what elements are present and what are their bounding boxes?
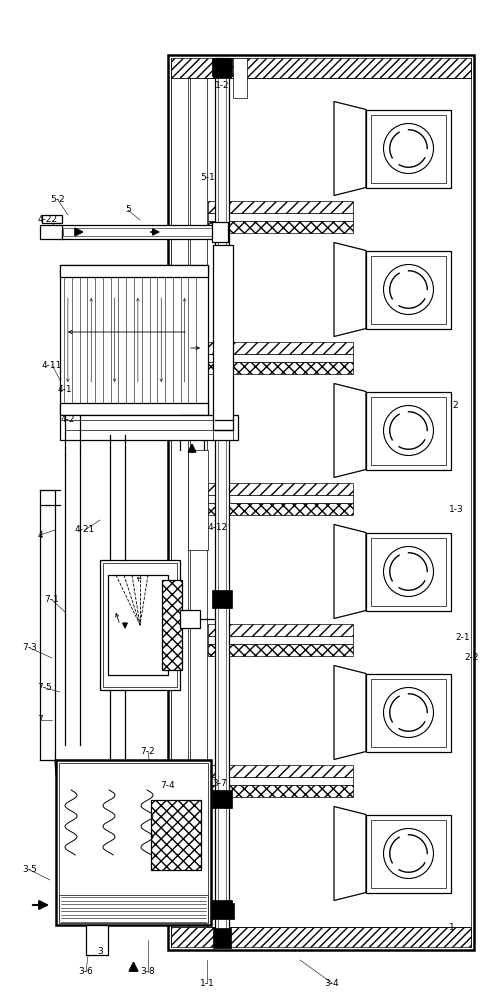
Bar bbox=[218, 61, 226, 944]
Text: 4-12: 4-12 bbox=[208, 524, 228, 532]
Bar bbox=[208, 503, 353, 515]
Bar bbox=[213, 245, 233, 430]
Bar bbox=[60, 403, 208, 415]
Bar bbox=[213, 58, 231, 78]
Bar bbox=[212, 58, 232, 76]
Bar bbox=[212, 900, 232, 918]
Bar bbox=[366, 532, 451, 610]
Text: 7: 7 bbox=[37, 716, 43, 724]
Bar bbox=[366, 391, 451, 470]
Text: 4-1: 4-1 bbox=[58, 385, 72, 394]
Text: 4-22: 4-22 bbox=[38, 216, 58, 225]
Text: 1-1: 1-1 bbox=[200, 978, 214, 988]
Bar bbox=[171, 58, 471, 78]
Bar bbox=[208, 201, 353, 213]
Bar bbox=[180, 610, 200, 628]
Text: 4: 4 bbox=[37, 530, 43, 540]
Bar bbox=[371, 820, 446, 888]
Bar bbox=[60, 225, 220, 239]
Bar bbox=[371, 538, 446, 605]
Text: 4-21: 4-21 bbox=[75, 526, 95, 534]
Bar bbox=[215, 58, 229, 947]
Bar bbox=[212, 903, 234, 919]
Text: 1: 1 bbox=[449, 924, 455, 932]
Bar bbox=[208, 213, 353, 221]
Bar bbox=[60, 265, 208, 415]
Bar bbox=[366, 109, 451, 188]
Bar bbox=[63, 228, 217, 236]
Bar bbox=[40, 225, 62, 239]
Text: 2: 2 bbox=[452, 400, 458, 410]
Bar bbox=[371, 255, 446, 324]
Bar bbox=[86, 925, 108, 955]
Bar bbox=[233, 58, 247, 98]
Text: 4-11: 4-11 bbox=[42, 360, 62, 369]
Bar bbox=[171, 78, 188, 927]
Text: 4-2: 4-2 bbox=[61, 416, 75, 424]
Text: 5-2: 5-2 bbox=[51, 196, 65, 205]
Text: 1-3: 1-3 bbox=[448, 506, 464, 514]
Bar bbox=[60, 265, 208, 277]
Bar bbox=[371, 396, 446, 464]
Bar bbox=[151, 800, 201, 870]
Text: 3-6: 3-6 bbox=[79, 968, 93, 976]
Text: 3-4: 3-4 bbox=[325, 978, 339, 988]
Bar bbox=[59, 895, 208, 923]
Text: 2-1: 2-1 bbox=[456, 634, 470, 643]
Text: 1-2: 1-2 bbox=[215, 81, 229, 90]
Bar bbox=[366, 250, 451, 328]
Bar bbox=[213, 928, 231, 948]
Bar bbox=[100, 560, 180, 690]
Text: 7-2: 7-2 bbox=[141, 748, 155, 756]
Bar bbox=[371, 114, 446, 182]
Bar bbox=[212, 590, 232, 608]
Bar bbox=[208, 495, 353, 503]
Text: 3-5: 3-5 bbox=[22, 865, 38, 874]
Bar bbox=[366, 814, 451, 892]
Bar bbox=[56, 760, 211, 925]
Text: 5: 5 bbox=[125, 206, 131, 215]
Bar bbox=[212, 790, 232, 808]
Text: 3-8: 3-8 bbox=[141, 968, 155, 976]
Text: 3: 3 bbox=[97, 948, 103, 956]
Bar bbox=[208, 765, 353, 777]
Bar bbox=[59, 763, 208, 922]
Bar bbox=[208, 221, 353, 233]
Text: 3-7: 3-7 bbox=[213, 778, 227, 788]
Bar bbox=[208, 644, 353, 656]
Bar bbox=[108, 575, 168, 675]
Bar bbox=[208, 354, 353, 362]
Text: 5-1: 5-1 bbox=[201, 174, 215, 182]
Bar bbox=[42, 215, 62, 223]
Bar bbox=[208, 777, 353, 785]
Bar bbox=[171, 927, 471, 947]
Bar bbox=[212, 222, 228, 242]
Bar bbox=[208, 624, 353, 636]
Bar bbox=[168, 55, 474, 950]
Bar bbox=[371, 678, 446, 746]
Bar bbox=[208, 342, 353, 354]
Bar bbox=[208, 483, 353, 495]
Bar bbox=[190, 78, 207, 927]
Text: 7-3: 7-3 bbox=[22, 644, 38, 652]
Bar bbox=[103, 563, 177, 687]
Text: 7-5: 7-5 bbox=[38, 684, 52, 692]
Bar bbox=[208, 785, 353, 797]
Bar bbox=[60, 415, 238, 440]
Bar bbox=[180, 415, 204, 435]
Bar bbox=[366, 674, 451, 752]
Text: 2-2: 2-2 bbox=[465, 654, 479, 662]
Bar bbox=[208, 636, 353, 644]
Bar bbox=[162, 580, 182, 670]
Text: 7-4: 7-4 bbox=[161, 780, 175, 790]
Text: 7-1: 7-1 bbox=[44, 595, 60, 604]
Bar bbox=[208, 362, 353, 374]
Bar bbox=[188, 450, 208, 550]
